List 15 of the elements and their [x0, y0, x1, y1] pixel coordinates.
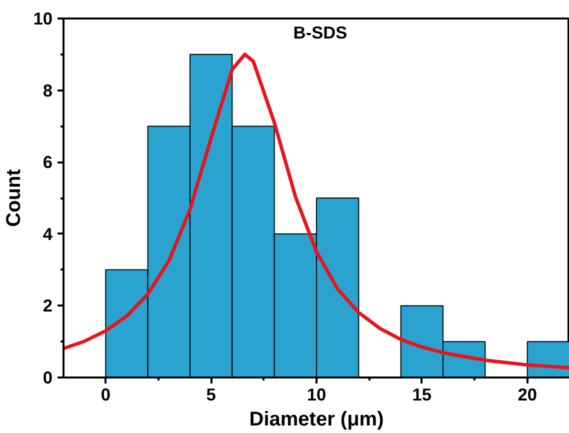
y-tick-label: 8 — [42, 80, 53, 100]
y-tick-label: 4 — [42, 224, 53, 244]
x-axis-title: Diameter (μm) — [249, 408, 384, 430]
y-tick-label: 0 — [42, 368, 53, 388]
y-tick-label: 2 — [42, 296, 53, 316]
y-tick-label: 10 — [33, 8, 53, 28]
x-tick-label: 0 — [100, 384, 110, 404]
x-tick-label: 15 — [412, 384, 432, 404]
chart-title: B-SDS — [293, 22, 348, 42]
y-axis-title: Count — [3, 168, 26, 227]
x-tick-label: 5 — [206, 384, 216, 404]
line-series — [64, 52, 569, 370]
x-tick-label: 10 — [306, 384, 326, 404]
y-tick-label: 6 — [42, 152, 53, 172]
x-tick-label: 20 — [518, 384, 537, 404]
